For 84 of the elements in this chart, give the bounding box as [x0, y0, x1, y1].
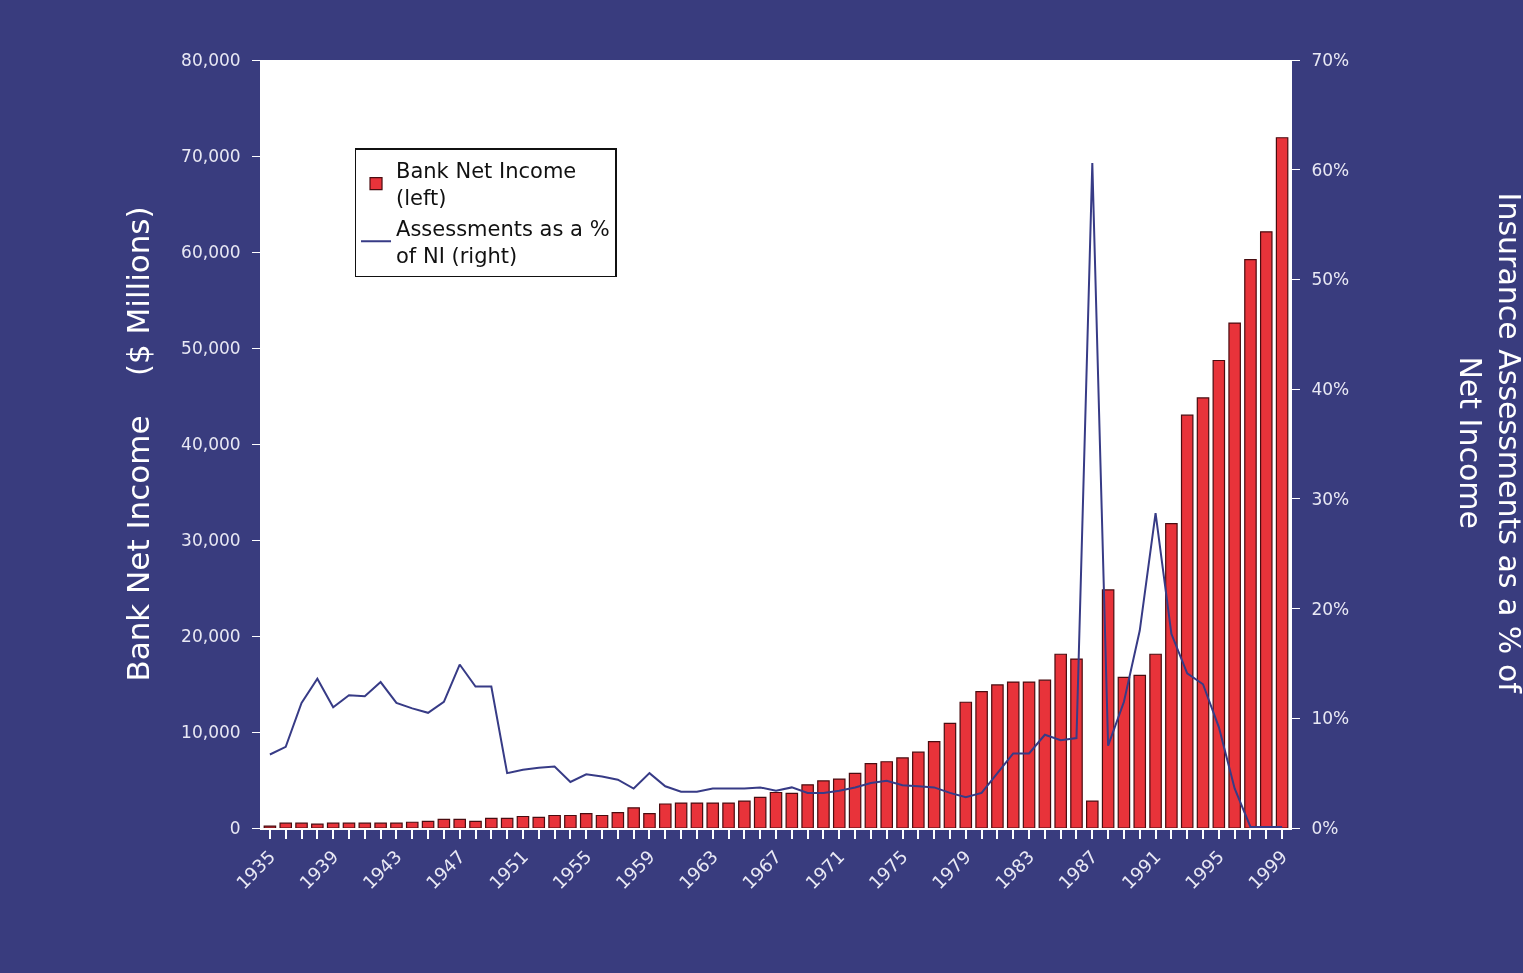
bar [532, 816, 546, 828]
legend-label: Assessments as a % of NI (right) [396, 216, 610, 269]
bar [943, 722, 957, 828]
bar [753, 796, 767, 828]
bar [1275, 137, 1289, 828]
bar [880, 761, 893, 828]
bar [1244, 259, 1257, 828]
y-tick-label: 70,000 [181, 145, 241, 166]
y2-tick-label: 30% [1311, 488, 1350, 509]
y2-tick-label: 20% [1311, 598, 1350, 619]
bar [611, 812, 625, 828]
y-tick-label: 40,000 [181, 433, 241, 454]
y2-tick-label: 0% [1311, 817, 1339, 838]
bar [738, 800, 751, 828]
bar [864, 763, 878, 828]
bar [311, 823, 324, 828]
bar [1006, 681, 1020, 828]
y2-axis-title: Insurance Assessments as a % of Net Income [1453, 192, 1523, 695]
legend-label: Bank Net Income (left) [396, 159, 577, 211]
bar [485, 817, 498, 828]
y2-tick-label: 10% [1311, 708, 1350, 729]
bar [437, 818, 451, 828]
bar [421, 820, 435, 828]
y2-tick-label: 40% [1311, 379, 1350, 400]
y-tick-label: 30,000 [181, 529, 241, 550]
y-tick-label: 60,000 [181, 241, 241, 262]
y2-tick-label: 70% [1311, 49, 1350, 70]
bar [896, 757, 909, 828]
bar [627, 807, 640, 828]
y2-tick-label: 50% [1311, 269, 1350, 290]
bar [390, 822, 403, 828]
bar [659, 803, 672, 828]
bar [690, 802, 704, 828]
bar [595, 814, 609, 828]
y-tick-label: 20,000 [181, 625, 241, 646]
bar [975, 691, 988, 828]
bar [1117, 676, 1131, 828]
bar [817, 780, 830, 828]
bar [1180, 414, 1194, 828]
bar [1259, 231, 1273, 828]
y-tick-label: 0 [229, 817, 241, 838]
line-series [268, 162, 1284, 828]
bar [1022, 681, 1036, 828]
bar [1212, 359, 1226, 828]
bar [405, 821, 419, 828]
bar [706, 802, 720, 828]
bar [548, 814, 561, 828]
bar [453, 818, 466, 828]
bar [1196, 397, 1210, 828]
bar [785, 792, 799, 828]
bar [991, 684, 1004, 828]
bar [358, 822, 372, 828]
bar [295, 822, 308, 828]
bar [1165, 523, 1178, 828]
bar [342, 822, 356, 828]
bar [1038, 679, 1052, 828]
bar [769, 791, 783, 828]
bar [1228, 322, 1241, 828]
y-tick-label: 10,000 [181, 721, 241, 742]
bar [579, 813, 593, 828]
bar [1054, 653, 1067, 828]
bar [912, 751, 925, 828]
bar [643, 813, 656, 828]
bar [469, 820, 482, 828]
bar [564, 814, 577, 828]
y-axis-title: Bank Net Income ($ Millions) [120, 206, 157, 682]
bar [374, 822, 387, 828]
bar [326, 822, 340, 828]
bar [959, 701, 973, 828]
bar [722, 802, 735, 828]
y-tick-label: 80,000 [181, 49, 241, 70]
bar [927, 741, 941, 828]
y2-tick-label: 60% [1311, 159, 1350, 180]
bar [500, 817, 514, 828]
bar [674, 802, 688, 828]
bar [279, 822, 293, 828]
bar [1149, 653, 1162, 828]
y-tick-label: 50,000 [181, 337, 241, 358]
bar [848, 772, 862, 828]
bar [832, 778, 846, 828]
bar [1086, 800, 1099, 828]
bar [516, 815, 530, 828]
bar [801, 784, 814, 828]
bar [1133, 674, 1147, 828]
